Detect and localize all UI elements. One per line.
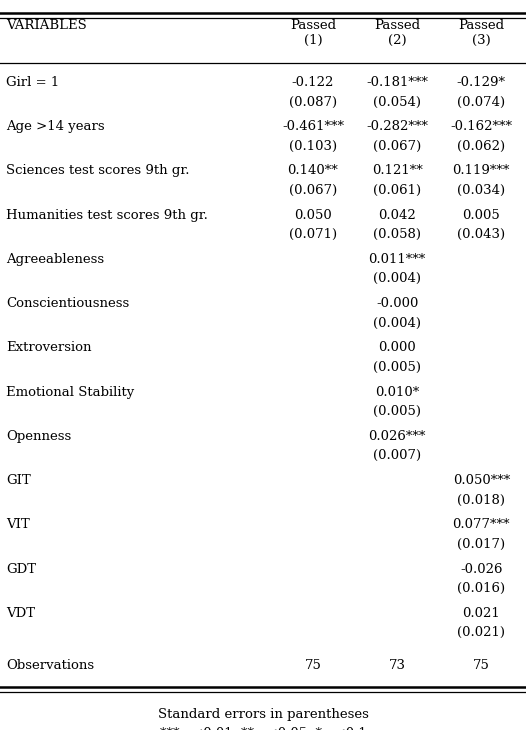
Text: (0.067): (0.067)	[373, 139, 421, 153]
Text: -0.026: -0.026	[460, 563, 502, 575]
Text: (0.018): (0.018)	[457, 493, 505, 507]
Text: -0.129*: -0.129*	[457, 76, 506, 89]
Text: (0.005): (0.005)	[373, 361, 421, 374]
Text: GDT: GDT	[6, 563, 36, 575]
Text: 0.050: 0.050	[294, 209, 332, 222]
Text: 0.021: 0.021	[462, 607, 500, 620]
Text: 73: 73	[389, 659, 406, 672]
Text: -0.181***: -0.181***	[366, 76, 428, 89]
Text: 0.005: 0.005	[462, 209, 500, 222]
Text: (0.004): (0.004)	[373, 272, 421, 285]
Text: Passed
(1): Passed (1)	[290, 19, 336, 47]
Text: Passed
(3): Passed (3)	[458, 19, 504, 47]
Text: 0.119***: 0.119***	[452, 164, 510, 177]
Text: (0.087): (0.087)	[289, 96, 337, 109]
Text: 0.077***: 0.077***	[452, 518, 510, 531]
Text: -0.282***: -0.282***	[366, 120, 428, 133]
Text: VDT: VDT	[6, 607, 35, 620]
Text: Standard errors in parentheses: Standard errors in parentheses	[158, 708, 368, 721]
Text: Humanities test scores 9th gr.: Humanities test scores 9th gr.	[6, 209, 208, 222]
Text: -0.122: -0.122	[292, 76, 334, 89]
Text: (0.034): (0.034)	[457, 184, 505, 197]
Text: (0.067): (0.067)	[289, 184, 337, 197]
Text: Extroversion: Extroversion	[6, 342, 92, 354]
Text: (0.005): (0.005)	[373, 405, 421, 418]
Text: 0.042: 0.042	[378, 209, 416, 222]
Text: 0.011***: 0.011***	[369, 253, 426, 266]
Text: (0.043): (0.043)	[457, 228, 505, 241]
Text: Openness: Openness	[6, 430, 72, 443]
Text: Age >14 years: Age >14 years	[6, 120, 105, 133]
Text: (0.007): (0.007)	[373, 450, 421, 462]
Text: (0.004): (0.004)	[373, 317, 421, 330]
Text: 0.140**: 0.140**	[288, 164, 338, 177]
Text: *** p<0.01, ** p<0.05, * p<0.1: *** p<0.01, ** p<0.05, * p<0.1	[159, 727, 367, 730]
Text: (0.061): (0.061)	[373, 184, 421, 197]
Text: (0.054): (0.054)	[373, 96, 421, 109]
Text: Conscientiousness: Conscientiousness	[6, 297, 129, 310]
Text: 75: 75	[305, 659, 321, 672]
Text: 0.000: 0.000	[378, 342, 416, 354]
Text: 0.121**: 0.121**	[372, 164, 422, 177]
Text: Emotional Stability: Emotional Stability	[6, 385, 135, 399]
Text: VIT: VIT	[6, 518, 30, 531]
Text: (0.103): (0.103)	[289, 139, 337, 153]
Text: -0.000: -0.000	[376, 297, 418, 310]
Text: Observations: Observations	[6, 659, 95, 672]
Text: 0.026***: 0.026***	[368, 430, 426, 443]
Text: (0.071): (0.071)	[289, 228, 337, 241]
Text: GIT: GIT	[6, 474, 31, 487]
Text: Girl = 1: Girl = 1	[6, 76, 59, 89]
Text: (0.021): (0.021)	[457, 626, 505, 639]
Text: 0.010*: 0.010*	[375, 385, 419, 399]
Text: 0.050***: 0.050***	[453, 474, 510, 487]
Text: Passed
(2): Passed (2)	[374, 19, 420, 47]
Text: (0.074): (0.074)	[457, 96, 505, 109]
Text: (0.017): (0.017)	[457, 538, 505, 551]
Text: (0.016): (0.016)	[457, 582, 505, 595]
Text: Agreeableness: Agreeableness	[6, 253, 105, 266]
Text: VARIABLES: VARIABLES	[6, 19, 87, 32]
Text: (0.058): (0.058)	[373, 228, 421, 241]
Text: Sciences test scores 9th gr.: Sciences test scores 9th gr.	[6, 164, 190, 177]
Text: -0.162***: -0.162***	[450, 120, 512, 133]
Text: (0.062): (0.062)	[457, 139, 505, 153]
Text: -0.461***: -0.461***	[282, 120, 344, 133]
Text: 75: 75	[473, 659, 490, 672]
